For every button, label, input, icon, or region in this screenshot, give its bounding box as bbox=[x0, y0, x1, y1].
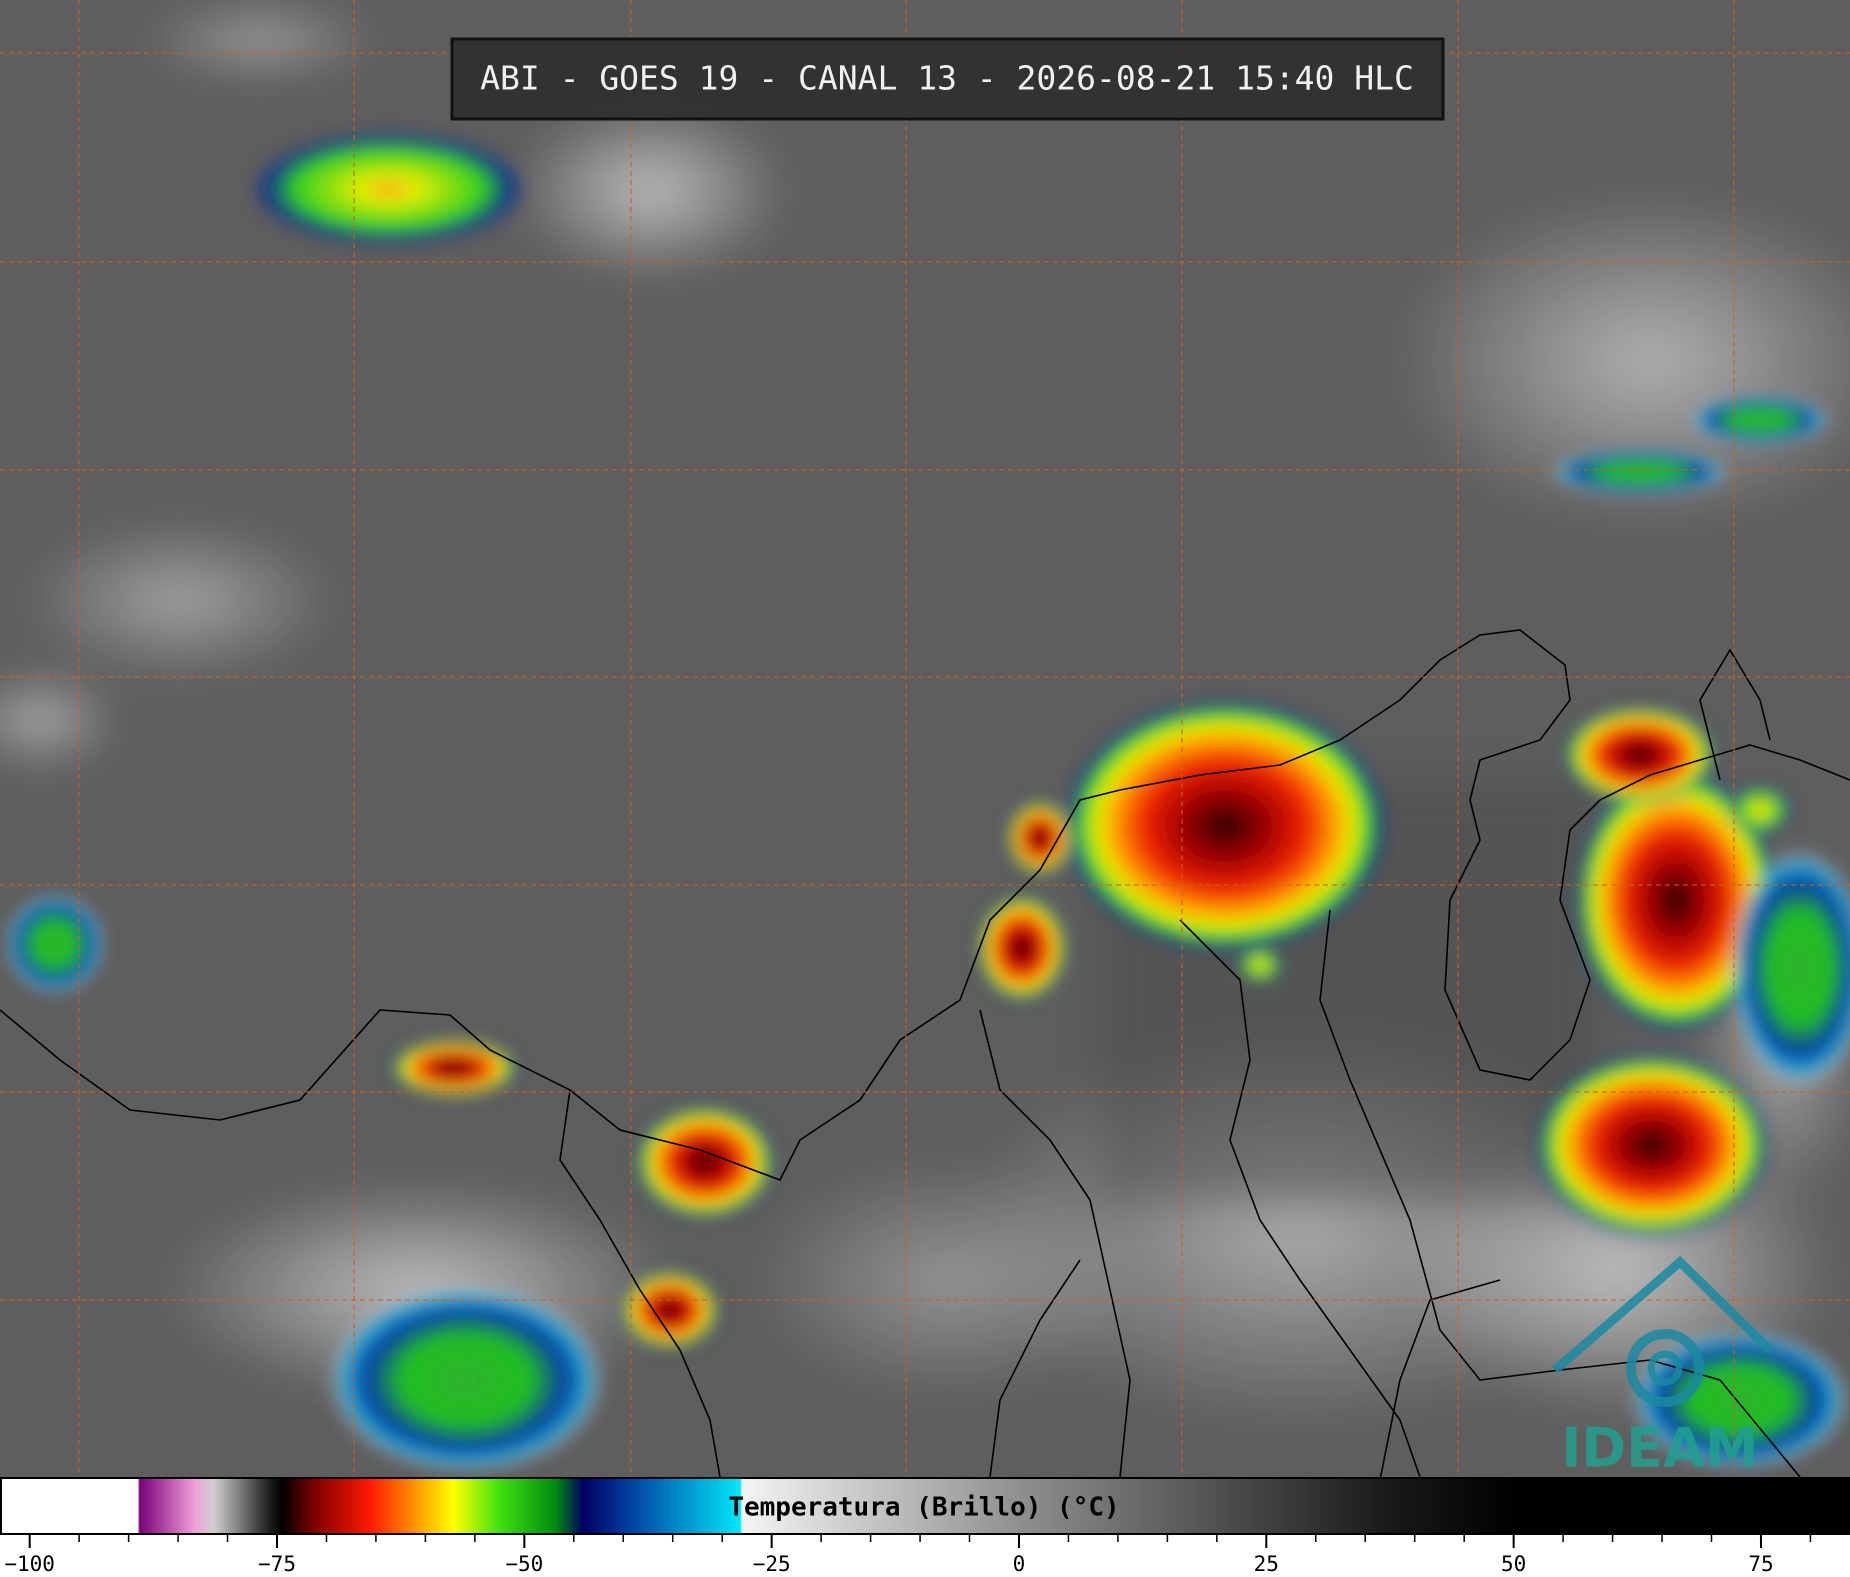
tick-label: −75 bbox=[258, 1552, 296, 1576]
tick-label: 75 bbox=[1748, 1552, 1773, 1576]
logo: IDEAM bbox=[1552, 1255, 1774, 1480]
tick-label: 50 bbox=[1501, 1552, 1526, 1576]
logo-text: IDEAM bbox=[1561, 1417, 1758, 1480]
title: ABI - GOES 19 - CANAL 13 - 2026-08-21 15… bbox=[480, 59, 1414, 98]
title-box bbox=[450, 37, 1445, 121]
colorbar-ticks: −100 −75 −50 −25 0 25 50 75 bbox=[4, 1534, 1812, 1576]
tick-label: −25 bbox=[753, 1552, 791, 1576]
colorbar bbox=[0, 1477, 1850, 1535]
tick-label: −100 bbox=[4, 1552, 55, 1576]
convective-cells bbox=[5, 134, 1850, 1475]
coastlines bbox=[0, 629, 1850, 1481]
graticule bbox=[0, 0, 1850, 1477]
tick-label: −50 bbox=[505, 1552, 543, 1576]
tick-label: 25 bbox=[1254, 1552, 1279, 1576]
tick-label: 0 bbox=[1013, 1552, 1026, 1576]
colorbar-label: Temperatura (Brillo) (°C) bbox=[728, 1493, 1119, 1523]
